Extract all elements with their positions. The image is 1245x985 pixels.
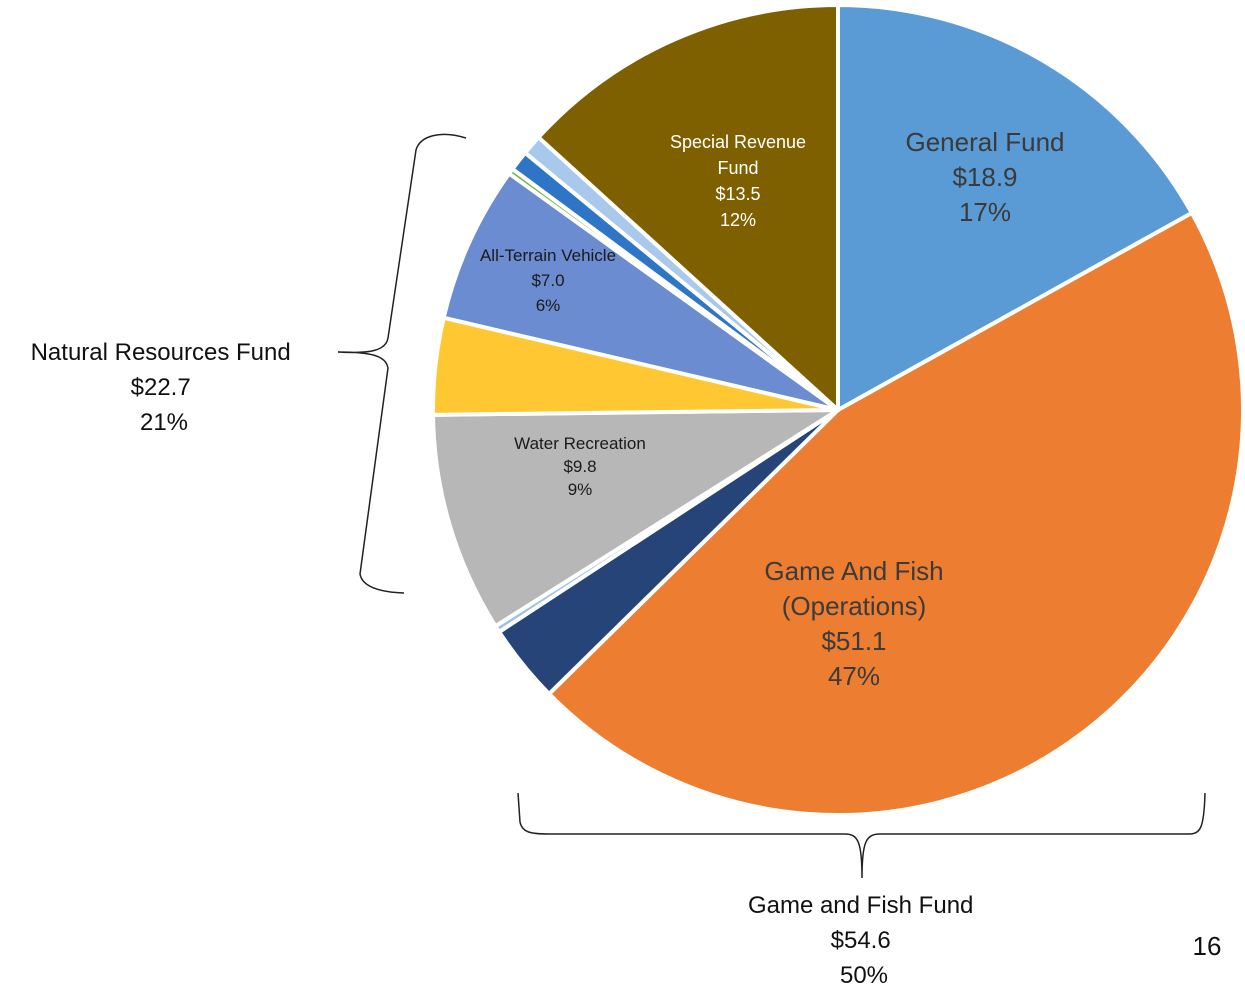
- page-number: 16: [1193, 931, 1222, 961]
- slice-label-special: Special Revenue Fund $13.5 12%: [670, 132, 806, 230]
- slice-labels: General Fund $18.9 17% Game And Fish (Operat…: [480, 127, 1065, 691]
- pie-slice-special: [536, 3, 840, 412]
- slice-label-line: 6%: [536, 296, 561, 315]
- slice-label-general: General Fund $18.9 17%: [906, 127, 1065, 227]
- pie-slice-general: [836, 3, 1194, 412]
- natural-resources-bracket: [337, 133, 467, 594]
- pie-slice-water: [431, 408, 840, 629]
- slice-label-line: (Operations): [782, 591, 927, 621]
- slice-label-gf-ops: Game And Fish (Operations) $51.1 47%: [764, 556, 943, 691]
- slice-label-line: Game And Fish: [764, 556, 943, 586]
- slice-label-line: 47%: [828, 661, 880, 691]
- slice-label-water: Water Recreation $9.8 9%: [514, 434, 646, 499]
- natural-resources-group-label: Natural Resources Fund $22.7 21%: [31, 339, 298, 436]
- game-and-fish-bracket: [517, 792, 1206, 879]
- slice-label-atv: All-Terrain Vehicle $7.0 6%: [480, 246, 616, 315]
- slice-label-line: 9%: [568, 480, 593, 499]
- slice-label-line: Fund: [717, 158, 758, 178]
- slice-label-line: 12%: [720, 210, 756, 230]
- slice-label-line: $9.8: [563, 457, 596, 476]
- slice-label-line: $13.5: [715, 184, 760, 204]
- slice-label-line: 17%: [959, 197, 1011, 227]
- slice-label-line: $51.1: [821, 626, 886, 656]
- slice-label-line: $7.0: [531, 271, 564, 290]
- slice-label-line: General Fund: [906, 127, 1065, 157]
- pie-slice-atv: [441, 171, 840, 412]
- game-and-fish-group-label: Game and Fish Fund $54.6 50%: [748, 892, 980, 985]
- slice-label-line: $18.9: [952, 162, 1017, 192]
- pie-slices: [431, 3, 1245, 817]
- slice-label-line: All-Terrain Vehicle: [480, 246, 616, 265]
- slice-label-line: Special Revenue: [670, 132, 806, 152]
- pie-slice-gf-ops: [547, 210, 1245, 817]
- slice-label-line: Water Recreation: [514, 434, 646, 453]
